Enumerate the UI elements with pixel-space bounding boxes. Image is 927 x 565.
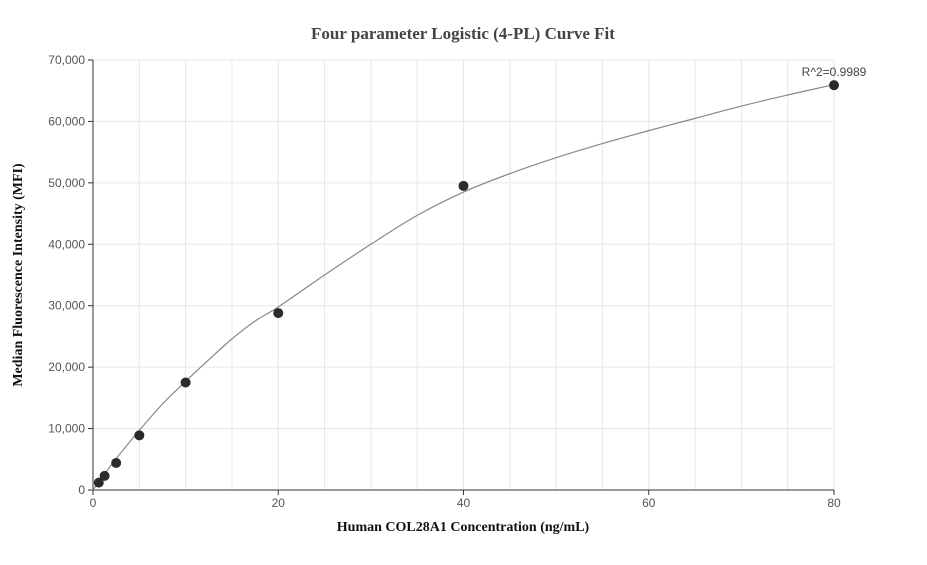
y-tick-label: 30,000 [48, 299, 85, 313]
x-tick-label: 0 [90, 496, 97, 510]
axes [88, 59, 835, 495]
y-tick-label: 50,000 [48, 176, 85, 190]
data-point [99, 470, 110, 481]
data-point [829, 80, 839, 91]
x-tick-label: 80 [827, 496, 841, 510]
tick-labels: 0 20 40 60 80 0 10,000 20,000 30,000 40,000 50,000… [48, 53, 841, 510]
grid-lines [93, 59, 835, 490]
data-point [134, 430, 145, 441]
y-tick-label: 40,000 [48, 237, 85, 251]
y-tick-label: 0 [78, 483, 85, 497]
x-axis-title: Human COL28A1 Concentration (ng/mL) [337, 520, 590, 535]
x-tick-label: 40 [457, 496, 471, 510]
data-point [458, 180, 469, 191]
y-tick-label: 70,000 [48, 53, 85, 67]
data-point [93, 477, 104, 488]
fit-curve-line [92, 83, 835, 491]
data-point [111, 457, 122, 468]
data-point [180, 377, 191, 388]
y-tick-label: 10,000 [48, 422, 85, 436]
r-squared-annotation: R^2=0.9989 [802, 65, 867, 79]
data-points [93, 80, 839, 488]
y-tick-label: 60,000 [48, 114, 85, 128]
data-point [273, 308, 284, 319]
y-tick-label: 20,000 [48, 360, 85, 374]
chart-title: Four parameter Logistic (4-PL) Curve Fit [311, 24, 615, 43]
x-tick-label: 60 [642, 496, 656, 510]
fit-curve-group [92, 83, 835, 491]
x-tick-label: 20 [272, 496, 286, 510]
y-axis-title: Median Fluorescence Intensity (MFI) [11, 163, 26, 387]
